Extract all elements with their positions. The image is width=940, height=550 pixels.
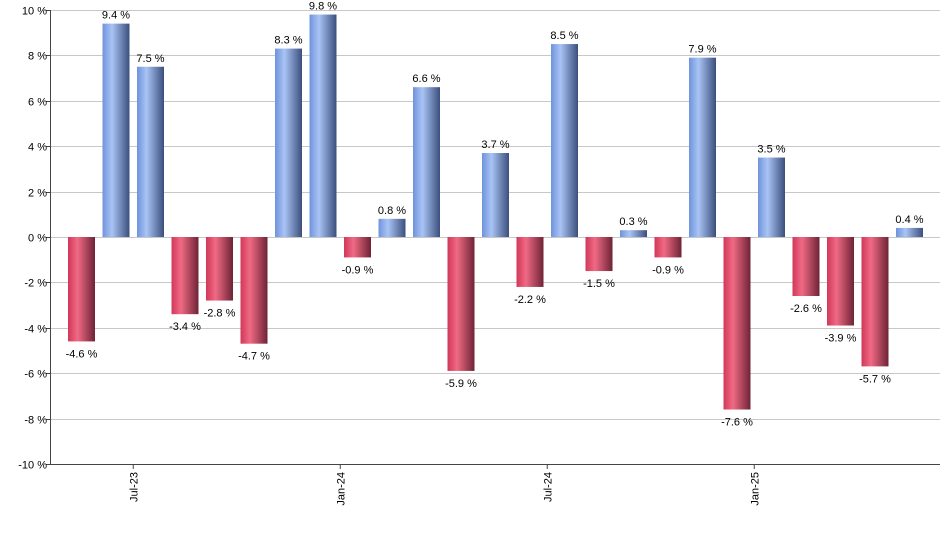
bar-value-label: -2.2 % bbox=[514, 294, 546, 306]
x-tick-label: Jul-23 bbox=[128, 472, 140, 502]
bar bbox=[413, 87, 440, 238]
y-axis-tick-labels: 10 % 8 % 6 % 4 % 2 % 0 % -2 % -4 % -6 % -8 % -10 % bbox=[18, 6, 50, 472]
bar bbox=[620, 230, 647, 237]
bar-value-label: 8.3 % bbox=[274, 35, 302, 47]
bar-value-label: 8.5 % bbox=[550, 30, 578, 42]
y-tick-label: -10 % bbox=[18, 460, 47, 472]
bar bbox=[275, 48, 302, 238]
y-tick-label: -8 % bbox=[24, 415, 47, 427]
y-tick-label: 6 % bbox=[28, 97, 47, 109]
y-tick-label: -4 % bbox=[24, 324, 47, 336]
bar bbox=[447, 237, 475, 371]
bar-value-label: -3.9 % bbox=[825, 333, 857, 345]
bar bbox=[378, 218, 406, 237]
bar bbox=[240, 237, 268, 344]
bar-value-label: -3.4 % bbox=[169, 321, 201, 333]
bar-value-label: -4.7 % bbox=[238, 351, 270, 363]
bar bbox=[689, 57, 716, 237]
bar bbox=[68, 237, 95, 342]
bars bbox=[68, 14, 923, 410]
x-tick-label: Jan-25 bbox=[749, 472, 761, 506]
bar-value-label: -7.6 % bbox=[721, 417, 753, 429]
bar bbox=[516, 237, 544, 287]
bar-value-label: -2.6 % bbox=[790, 303, 822, 315]
bar-value-label: -4.6 % bbox=[66, 348, 98, 360]
bar-value-label: 9.8 % bbox=[309, 1, 337, 13]
bar-value-label: -0.9 % bbox=[342, 264, 374, 276]
x-tick-label: Jan-24 bbox=[335, 472, 347, 506]
bar bbox=[896, 227, 923, 237]
bar bbox=[482, 153, 509, 237]
bar-value-label: -2.8 % bbox=[204, 308, 236, 320]
bar-value-label: -1.5 % bbox=[583, 278, 615, 290]
axes bbox=[50, 10, 940, 465]
bar-value-label: -5.7 % bbox=[859, 373, 891, 385]
bar bbox=[654, 237, 682, 258]
y-tick-label: 10 % bbox=[22, 6, 47, 18]
y-tick-label: 4 % bbox=[28, 142, 47, 154]
bar-value-label: -5.9 % bbox=[445, 378, 477, 390]
bar bbox=[551, 44, 578, 237]
bar-value-label: 7.5 % bbox=[136, 53, 164, 65]
bar bbox=[344, 237, 371, 258]
bar bbox=[137, 66, 164, 237]
y-tick-label: 8 % bbox=[28, 51, 47, 63]
bar bbox=[861, 237, 889, 367]
bar bbox=[758, 157, 785, 237]
bar bbox=[723, 237, 751, 410]
y-tick-label: -2 % bbox=[24, 278, 47, 290]
bar-value-labels: -4.6 % 9.4 % 7.5 % -3.4 %-2.8 % -4.7 % 8.3 % 9… bbox=[66, 1, 924, 429]
bar bbox=[585, 237, 613, 272]
bar-value-label: 0.8 % bbox=[378, 205, 406, 217]
x-axis-tick-labels: Jul-23 Jan-24 Jul-24 Jan-25 bbox=[128, 464, 761, 506]
bar-value-label: 3.5 % bbox=[757, 144, 785, 156]
bar bbox=[309, 14, 337, 238]
y-tick-label: 0 % bbox=[28, 233, 47, 245]
x-tick-label: Jul-24 bbox=[542, 472, 554, 502]
bar bbox=[171, 237, 199, 315]
bar-value-label: 6.6 % bbox=[412, 73, 440, 85]
bar bbox=[206, 237, 233, 301]
bar-value-label: -0.9 % bbox=[652, 264, 684, 276]
bar-value-label: 7.9 % bbox=[688, 44, 716, 56]
y-tick-label: -6 % bbox=[24, 369, 47, 381]
bar-value-label: 0.3 % bbox=[619, 216, 647, 228]
bar-value-label: 3.7 % bbox=[481, 139, 509, 151]
bar bbox=[827, 237, 854, 326]
bar-value-label: 9.4 % bbox=[102, 10, 130, 22]
bar bbox=[792, 237, 820, 297]
bar-value-label: 0.4 % bbox=[895, 214, 923, 226]
y-tick-label: 2 % bbox=[28, 188, 47, 200]
bar bbox=[102, 23, 130, 238]
